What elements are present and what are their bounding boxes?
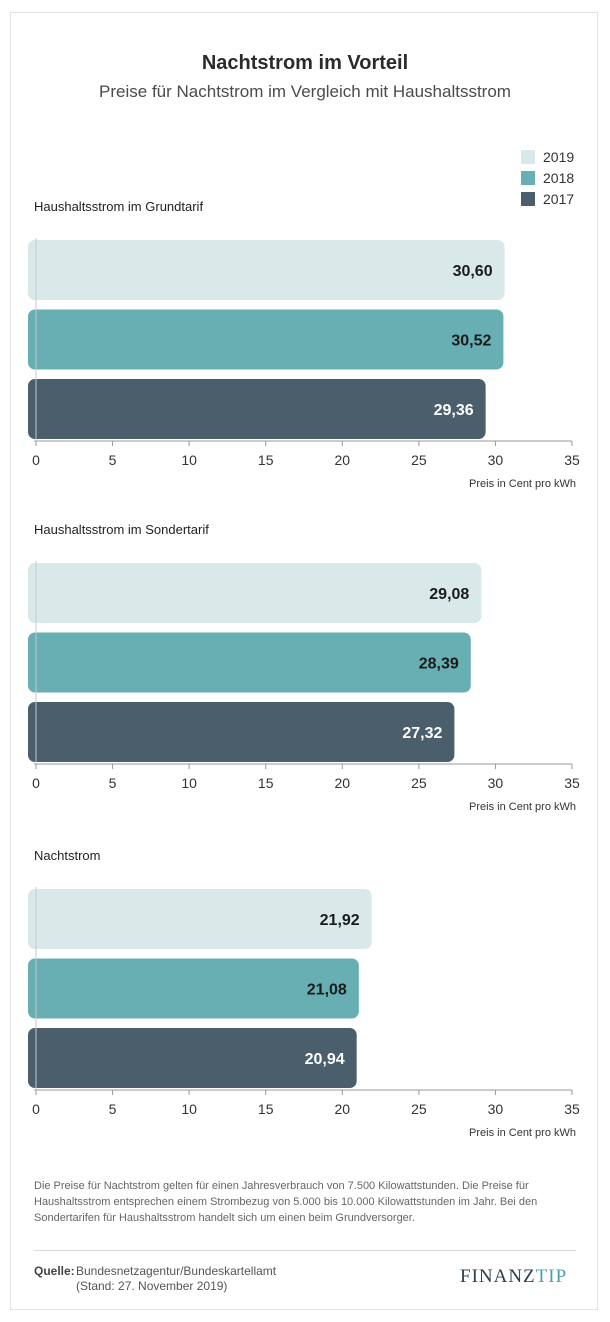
panel-title: Haushaltsstrom im Sondertarif: [34, 522, 209, 537]
panel-title: Nachtstrom: [34, 848, 100, 863]
legend-label-2019: 2019: [543, 148, 575, 165]
x-tick-label: 25: [411, 775, 427, 791]
x-tick-label: 0: [32, 1101, 40, 1117]
bar-2017: [28, 379, 486, 439]
data-label-2017: 20,94: [305, 1051, 345, 1068]
x-tick-label: 20: [334, 775, 350, 791]
x-tick-label: 0: [32, 775, 40, 791]
data-label-2018: 21,08: [307, 982, 347, 999]
bar-2019: [28, 563, 482, 623]
bar-2019: [28, 240, 505, 300]
legend-swatch-2018: [521, 170, 535, 185]
data-label-2017: 29,36: [434, 402, 474, 419]
logo-part-b: TIP: [535, 1266, 568, 1287]
x-axis-label: Preis in Cent pro kWh: [469, 801, 576, 813]
x-axis-label: Preis in Cent pro kWh: [469, 478, 576, 490]
source: Quelle: Bundesnetzagentur/Bundeskartella…: [34, 1264, 276, 1293]
x-tick-label: 5: [109, 775, 117, 791]
data-label-2018: 30,52: [451, 333, 491, 350]
x-tick-label: 35: [564, 1101, 580, 1117]
x-tick-label: 20: [334, 1101, 350, 1117]
data-label-2019: 21,92: [320, 912, 360, 929]
bar-2017: [28, 702, 455, 762]
x-tick-label: 20: [334, 452, 350, 468]
source-date: (Stand: 27. November 2019): [76, 1279, 228, 1293]
x-tick-label: 10: [181, 1101, 197, 1117]
legend: 2019 2018 2017: [521, 146, 574, 209]
x-tick-label: 35: [564, 452, 580, 468]
divider: [34, 1250, 576, 1251]
x-tick-label: 10: [181, 452, 197, 468]
logo-part-a: FINANZ: [460, 1266, 536, 1287]
x-tick-label: 25: [411, 452, 427, 468]
x-tick-label: 10: [181, 775, 197, 791]
x-tick-label: 30: [488, 1101, 504, 1117]
x-axis-label: Preis in Cent pro kWh: [469, 1127, 576, 1139]
footnote: Die Preise für Nachtstrom gelten für ein…: [34, 1180, 538, 1224]
legend-label-2017: 2017: [543, 190, 575, 207]
chart-subtitle: Preise für Nachtstrom im Vergleich mit H…: [99, 82, 511, 101]
legend-item-2019: 2019: [521, 146, 574, 167]
x-tick-label: 25: [411, 1101, 427, 1117]
legend-swatch-2019: [521, 149, 535, 164]
data-label-2019: 30,60: [453, 263, 493, 280]
bar-2017: [28, 1028, 357, 1088]
source-text: Bundesnetzagentur/Bundeskartellamt: [76, 1264, 277, 1278]
x-tick-label: 5: [109, 452, 117, 468]
legend-label-2018: 2018: [543, 169, 575, 186]
bar-2018: [28, 632, 471, 693]
x-tick-label: 15: [258, 775, 274, 791]
x-tick-label: 30: [488, 775, 504, 791]
x-tick-label: 30: [488, 452, 504, 468]
x-tick-label: 35: [564, 775, 580, 791]
legend-item-2017: 2017: [521, 188, 574, 209]
data-label-2017: 27,32: [402, 725, 442, 742]
data-label-2019: 29,08: [429, 586, 469, 603]
finanztip-logo: FINANZTIP: [460, 1266, 567, 1288]
legend-swatch-2017: [521, 191, 535, 206]
x-tick-label: 5: [109, 1101, 117, 1117]
chart-title: Nachtstrom im Vorteil: [201, 52, 409, 74]
x-tick-label: 15: [258, 1101, 274, 1117]
bar-2019: [28, 889, 372, 949]
bar-2018: [28, 958, 359, 1019]
source-label: Quelle:: [34, 1264, 75, 1278]
panel-title: Haushaltsstrom im Grundtarif: [34, 199, 203, 214]
data-label-2018: 28,39: [419, 656, 459, 673]
legend-item-2018: 2018: [521, 167, 574, 188]
x-tick-label: 15: [258, 452, 274, 468]
x-tick-label: 0: [32, 452, 40, 468]
bar-2018: [28, 309, 504, 370]
